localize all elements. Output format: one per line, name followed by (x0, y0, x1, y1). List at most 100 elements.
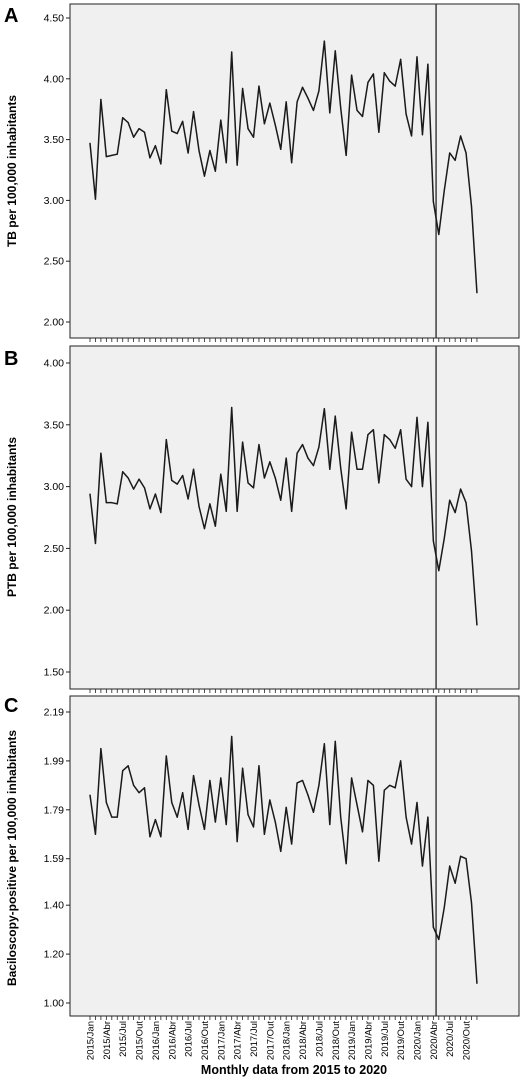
panel-b-series-line (89, 406, 478, 626)
data-point (465, 858, 467, 860)
y-tick-label: 1.59 (44, 853, 65, 865)
x-tick-label: 2015/Out (135, 1021, 146, 1060)
data-point (454, 159, 456, 161)
data-point (236, 841, 238, 843)
x-axis-label: Monthly data from 2015 to 2020 (201, 1063, 387, 1077)
data-point (242, 87, 244, 90)
data-point (203, 175, 206, 177)
data-point (116, 503, 118, 505)
data-point (111, 816, 113, 818)
x-tick-label: 2015/Abr (102, 1021, 113, 1060)
x-tick-label: 2019/Out (396, 1021, 407, 1060)
data-point (449, 152, 451, 154)
data-point (421, 134, 424, 136)
data-point (307, 794, 309, 796)
data-point (312, 109, 315, 112)
data-point (416, 56, 418, 58)
data-point (449, 499, 451, 501)
data-point (470, 205, 473, 208)
data-point (269, 461, 271, 463)
data-point (220, 119, 222, 121)
y-tick-label: 4.50 (44, 13, 65, 25)
panel-b-y-ticks: 1.50 2.00 2.50 3.00 3.50 4.00 (44, 358, 70, 679)
data-point (133, 488, 135, 490)
x-tick-label: 2020/Jan (413, 1021, 424, 1060)
data-point (100, 452, 102, 454)
panel-a-y-ticks: 2.00 2.50 3.00 3.50 4.00 4.50 (44, 13, 70, 329)
data-point (94, 542, 97, 545)
data-point (263, 123, 265, 125)
data-point (203, 828, 206, 830)
data-point (334, 50, 336, 52)
data-point (394, 85, 396, 87)
y-tick-label: 1.00 (44, 998, 65, 1010)
data-point (345, 508, 347, 510)
data-point (372, 73, 374, 75)
data-point (149, 508, 151, 510)
x-tick-label: 2018/Jan (282, 1021, 293, 1060)
panel-a-data-points (89, 40, 478, 294)
data-point (454, 511, 456, 514)
data-point (274, 124, 276, 126)
data-point (291, 843, 293, 845)
data-point (127, 477, 129, 479)
data-point (334, 415, 336, 417)
data-point (394, 447, 396, 449)
data-point (460, 488, 462, 490)
data-point (329, 468, 331, 470)
data-point (421, 486, 424, 488)
data-point (410, 135, 413, 137)
data-point (111, 502, 113, 504)
data-point (165, 89, 167, 91)
data-point (443, 907, 445, 909)
data-point (247, 814, 249, 816)
panel-a-series-line (89, 40, 478, 293)
panel-b-letter: B (4, 348, 18, 370)
data-point (296, 452, 298, 454)
data-point (427, 63, 429, 65)
data-point (203, 528, 206, 530)
data-point (269, 102, 271, 104)
panel-b-y-axis-label: PTB per 100,000 inhabitants (5, 437, 19, 597)
data-point (291, 162, 293, 164)
panel-b-data-points (89, 406, 478, 626)
data-point (143, 787, 146, 789)
panel-a: A TB per 100,000 inhabitants 2.00 2.50 3.0… (4, 3, 520, 342)
data-point (405, 478, 407, 480)
x-tick-label: 2016/Jan (151, 1021, 162, 1060)
y-tick-label: 2.00 (44, 605, 65, 617)
data-point (356, 804, 358, 806)
data-point (133, 784, 135, 786)
data-point (470, 550, 473, 552)
data-point (367, 779, 369, 782)
data-point (192, 774, 195, 777)
data-point (94, 198, 97, 200)
data-point (242, 441, 244, 443)
data-point (94, 833, 97, 835)
data-point (280, 148, 282, 150)
data-point (258, 765, 260, 767)
data-point (258, 443, 260, 446)
data-point (116, 816, 118, 818)
x-tick-label: 2019/Jan (347, 1021, 358, 1060)
data-point (252, 136, 255, 138)
data-point (274, 821, 276, 823)
data-point (263, 477, 265, 479)
data-point (89, 794, 91, 796)
data-point (242, 767, 244, 769)
data-point (301, 779, 304, 782)
data-point (356, 468, 358, 470)
data-point (231, 51, 233, 53)
data-point (209, 149, 211, 152)
x-tick-label: 2017/Out (265, 1021, 276, 1060)
data-point (301, 86, 304, 88)
data-point (236, 510, 238, 512)
data-point (438, 233, 440, 236)
data-point (133, 136, 135, 138)
x-tick-label: 2018/Abr (298, 1021, 309, 1060)
data-point (252, 487, 255, 489)
y-tick-label: 3.00 (44, 481, 65, 493)
data-point (138, 478, 140, 480)
data-point (187, 152, 189, 154)
data-point (160, 511, 162, 514)
